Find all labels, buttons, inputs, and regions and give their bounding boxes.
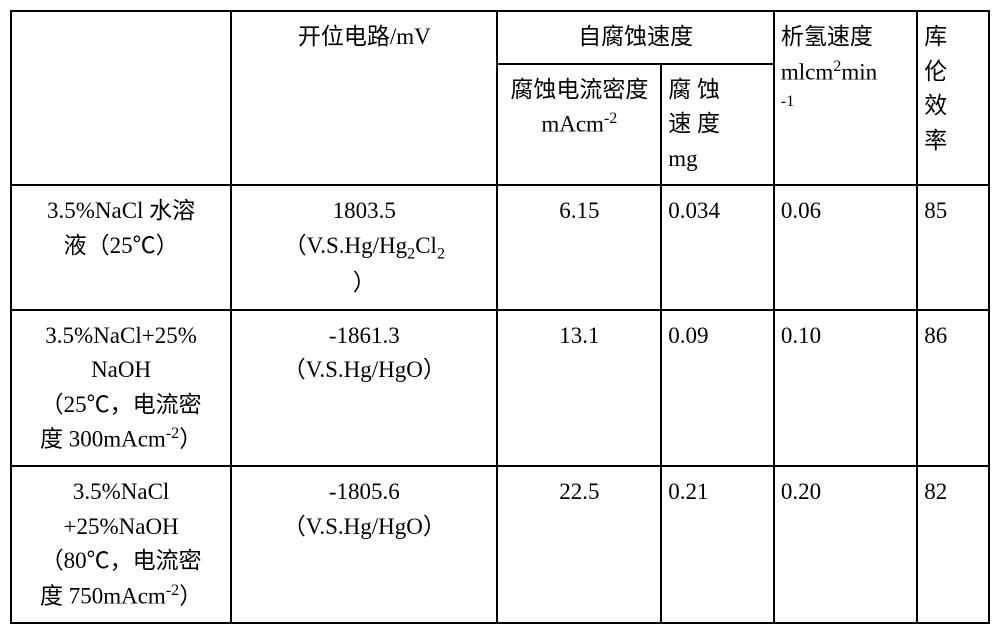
corr-rate-cell: 0.21 (661, 466, 774, 623)
header-current-density: 腐蚀电流密度mAcm-2 (497, 64, 661, 186)
header-ocp: 开位电路/mV (231, 11, 497, 185)
condition-cell: 3.5%NaCl+25%NaOH（25℃，电流密度 300mAcm-2） (11, 310, 231, 467)
h2-rate-cell: 0.06 (774, 185, 917, 310)
coulomb-cell: 85 (917, 185, 989, 310)
coulomb-cell: 82 (917, 466, 989, 623)
ocp-cell: 1803.5（V.S.Hg/Hg2Cl2） (231, 185, 497, 310)
header-self-corrosion: 自腐蚀速度 (497, 11, 773, 64)
header-coulomb: 库伦效率 (917, 11, 989, 185)
header-corr-rate: 腐 蚀速 度mg (661, 64, 774, 186)
h2-rate-cell: 0.20 (774, 466, 917, 623)
header-row-1: 开位电路/mV 自腐蚀速度 析氢速度mlcm2min-1 库伦效率 (11, 11, 989, 64)
corr-rate-cell: 0.09 (661, 310, 774, 467)
condition-cell: 3.5%NaCl+25%NaOH（80℃，电流密度 750mAcm-2） (11, 466, 231, 623)
corr-rate-cell: 0.034 (661, 185, 774, 310)
header-h2-rate: 析氢速度mlcm2min-1 (774, 11, 917, 185)
data-table: 开位电路/mV 自腐蚀速度 析氢速度mlcm2min-1 库伦效率 腐蚀电流密度… (10, 10, 990, 624)
ocp-cell: -1861.3（V.S.Hg/HgO） (231, 310, 497, 467)
header-blank (11, 11, 231, 185)
table-row: 3.5%NaCl 水溶液（25℃） 1803.5（V.S.Hg/Hg2Cl2） … (11, 185, 989, 310)
table-row: 3.5%NaCl+25%NaOH（80℃，电流密度 750mAcm-2） -18… (11, 466, 989, 623)
h2-rate-cell: 0.10 (774, 310, 917, 467)
current-density-cell: 22.5 (497, 466, 661, 623)
coulomb-cell: 86 (917, 310, 989, 467)
table-row: 3.5%NaCl+25%NaOH（25℃，电流密度 300mAcm-2） -18… (11, 310, 989, 467)
condition-cell: 3.5%NaCl 水溶液（25℃） (11, 185, 231, 310)
current-density-cell: 6.15 (497, 185, 661, 310)
current-density-cell: 13.1 (497, 310, 661, 467)
ocp-cell: -1805.6（V.S.Hg/HgO） (231, 466, 497, 623)
